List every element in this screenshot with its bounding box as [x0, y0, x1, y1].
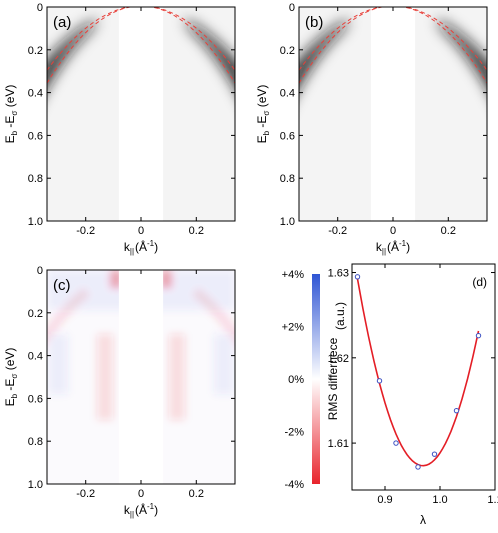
y-tick-label: 0.8 [280, 173, 295, 185]
panel-b-ticks: -0.2 0 0.2 0 0.2 0.4 0.6 0.8 1.0 [280, 2, 487, 237]
colorbar-tick-label: +2% [282, 322, 305, 334]
x-tick-label: 0 [138, 488, 144, 500]
panel-d-frame [351, 263, 496, 491]
panel-d: 0.9 1.0 1.1 1.61 1.62 1.63 (d) (a.u.) λ [328, 263, 498, 527]
panel-a-label: (a) [53, 14, 71, 31]
panel-c-mask [118, 270, 164, 484]
x-tick-label: 0.2 [189, 488, 204, 500]
y-tick-label: 0.6 [28, 393, 43, 405]
x-tick-label: 1.1 [487, 494, 498, 506]
x-axis-labels: k||(Å-1) k||(Å-1) k||(Å-1) [124, 239, 410, 519]
y-tick-label: 0.6 [280, 130, 295, 142]
colorbar: +4% +2% 0% -2% -4% RMS differnece [282, 269, 340, 491]
panel-b-label: (b) [305, 14, 323, 31]
panel-d-points [354, 274, 482, 470]
y-tick-label: 0 [37, 265, 43, 277]
band-left [299, 17, 350, 87]
band-right [436, 17, 487, 87]
panel-b: -0.2 0 0.2 0 0.2 0.4 0.6 0.8 1.0 (b) [280, 2, 488, 237]
y-tick-label: 1.63 [328, 268, 349, 280]
y-axis-label-b: Eb -Eσ (eV) [255, 85, 271, 144]
x-axis-label-a: k||(Å-1) [124, 239, 158, 256]
y-tick-label: 1.0 [28, 479, 43, 491]
data-point [354, 274, 361, 280]
y-axis-labels: Eb -Eσ (eV) Eb -Eσ (eV) Eb -Eσ (eV) [3, 85, 271, 407]
y-tick-label: 0.6 [28, 130, 43, 142]
x-tick-label: -0.2 [76, 488, 95, 500]
panel-d-ticks: 0.9 1.0 1.1 1.61 1.62 1.63 [328, 264, 498, 506]
y-tick-label: 0.2 [28, 308, 43, 320]
y-tick-label: 0 [289, 2, 295, 14]
panel-b-mask [370, 7, 416, 221]
y-tick-label: 0 [37, 2, 43, 14]
panel-d-label: (d) [472, 275, 487, 289]
diff-stripe [97, 334, 114, 420]
x-tick-label: 1.0 [432, 494, 447, 506]
x-tick-label: 0.9 [377, 494, 392, 506]
diff-band [191, 287, 235, 344]
diff-edge [213, 334, 234, 395]
colorbar-gradient [312, 274, 320, 484]
x-axis-label-b: k||(Å-1) [376, 239, 410, 256]
colorbar-tick-label: +4% [282, 269, 305, 281]
data-point [431, 451, 438, 457]
y-tick-label: 0.2 [28, 45, 43, 57]
y-tick-label: 0.4 [28, 351, 43, 363]
panel-a-bands [47, 17, 235, 87]
band-left [47, 17, 98, 87]
x-tick-label: 0.2 [189, 225, 204, 237]
data-point [376, 378, 383, 384]
y-tick-label: 1.0 [280, 216, 295, 228]
y-tick-label: 1.0 [28, 216, 43, 228]
data-point [475, 332, 482, 339]
panel-c-ticks: -0.2 0 0.2 0 0.2 0.4 0.6 0.8 1.0 [28, 265, 235, 500]
panel-c: -0.2 0 0.2 0 0.2 0.4 0.6 0.8 1.0 (c) [28, 265, 236, 500]
x-tick-label: 0 [138, 225, 144, 237]
x-tick-label: 0.2 [441, 225, 456, 237]
panel-a-ticks: -0.2 0 0.2 0 0.2 0.4 0.6 0.8 1.0 [28, 2, 235, 237]
colorbar-tick-label: 0% [288, 374, 304, 386]
y-axis-label-c: Eb -Eσ (eV) [3, 348, 19, 407]
y-tick-label: 0.4 [28, 88, 43, 100]
data-point [393, 440, 399, 446]
x-tick-label: -0.2 [76, 225, 95, 237]
panel-d-xlabel: λ [420, 513, 426, 527]
panel-b-bands [299, 17, 487, 87]
data-point [453, 407, 460, 414]
y-axis-label-a: Eb -Eσ (eV) [3, 85, 19, 144]
y-tick-label: 1.62 [328, 353, 349, 365]
y-tick-label: 0.8 [28, 436, 43, 448]
y-tick-label: 0.8 [28, 173, 43, 185]
y-tick-label: 0.4 [280, 88, 295, 100]
y-tick-label: 1.61 [328, 438, 349, 450]
x-tick-label: 0 [390, 225, 396, 237]
y-tick-label: 0.2 [280, 45, 295, 57]
panel-a: -0.2 0 0.2 0 0.2 0.4 0.6 0.8 1.0 (a) [28, 2, 236, 237]
x-axis-label-c: k||(Å-1) [124, 502, 158, 519]
colorbar-tick-label: -4% [284, 479, 304, 491]
colorbar-ticks: +4% +2% 0% -2% -4% [282, 269, 305, 491]
diff-edge [48, 334, 69, 395]
band-right [184, 17, 235, 87]
data-point [415, 464, 421, 470]
diff-band [47, 287, 91, 344]
diff-stripe [168, 334, 185, 420]
colorbar-tick-label: -2% [284, 427, 304, 439]
colorbar-label: RMS differnece [326, 337, 340, 420]
panel-d-ylabel: (a.u.) [333, 302, 347, 330]
panel-a-mask [118, 7, 164, 221]
panel-c-label: (c) [53, 277, 71, 294]
x-tick-label: -0.2 [328, 225, 347, 237]
